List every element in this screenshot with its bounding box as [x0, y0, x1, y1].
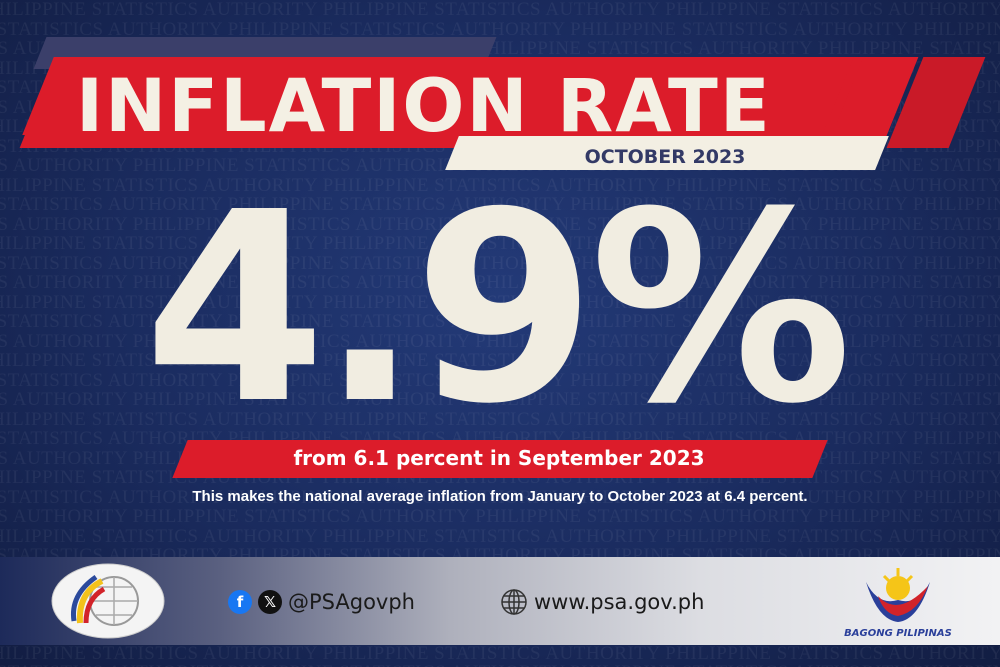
watermark-line: PHILIPPINE STATISTICS AUTHORITY PHILIPPI…: [0, 350, 1000, 371]
watermark-line: PHILIPPINE STATISTICS AUTHORITY PHILIPPI…: [0, 408, 1000, 430]
watermark-line: PHILIPPINE STATISTICS AUTHORITY PHILIPPI…: [0, 0, 1000, 20]
watermark-line: PHILIPPINE STATISTICS AUTHORITY PHILIPPI…: [0, 663, 1000, 667]
watermark-line: PHILIPPINE STATISTICS AUTHORITY PHILIPPI…: [0, 389, 1000, 410]
website-link: www.psa.gov.ph: [500, 589, 704, 615]
page-title: INFLATION RATE: [76, 64, 772, 149]
watermark-line: PHILIPPINE STATISTICS AUTHORITY PHILIPPI…: [0, 486, 1000, 508]
comparison-text: from 6.1 percent in September 2023: [293, 446, 705, 470]
inflation-rate-value: 4.9%: [143, 156, 853, 461]
bagong-pilipinas-label: BAGONG PILIPINAS: [844, 628, 952, 639]
watermark-line: PHILIPPINE STATISTICS AUTHORITY PHILIPPI…: [0, 506, 1000, 527]
website-url[interactable]: www.psa.gov.ph: [534, 590, 705, 614]
period-label: OCTOBER 2023: [584, 146, 746, 168]
watermark-line: PHILIPPINE STATISTICS AUTHORITY PHILIPPI…: [0, 233, 1000, 254]
bagong-pilipinas-logo: BAGONG PILIPINAS: [835, 562, 961, 642]
watermark-line: PHILIPPINE STATISTICS AUTHORITY PHILIPPI…: [0, 194, 1000, 215]
psa-logo: [50, 563, 166, 639]
watermark-line: PHILIPPINE STATISTICS AUTHORITY PHILIPPI…: [0, 369, 1000, 391]
average-note: This makes the national average inflatio…: [192, 488, 808, 505]
watermark-line: PHILIPPINE STATISTICS AUTHORITY PHILIPPI…: [0, 213, 1000, 235]
watermark-line: PHILIPPINE STATISTICS AUTHORITY PHILIPPI…: [0, 174, 1000, 196]
x-icon[interactable]: 𝕏: [258, 590, 282, 614]
watermark-line: PHILIPPINE STATISTICS AUTHORITY PHILIPPI…: [0, 311, 1000, 332]
watermark-line: PHILIPPINE STATISTICS AUTHORITY PHILIPPI…: [0, 272, 1000, 293]
watermark-line: PHILIPPINE STATISTICS AUTHORITY PHILIPPI…: [0, 18, 1000, 40]
watermark-line: PHILIPPINE STATISTICS AUTHORITY PHILIPPI…: [0, 525, 1000, 547]
watermark-line: PHILIPPINE STATISTICS AUTHORITY PHILIPPI…: [0, 330, 1000, 352]
facebook-icon[interactable]: f: [228, 590, 252, 614]
watermark-line: PHILIPPINE STATISTICS AUTHORITY PHILIPPI…: [0, 252, 1000, 274]
watermark-line: PHILIPPINE STATISTICS AUTHORITY PHILIPPI…: [0, 291, 1000, 313]
footer-band: [0, 557, 1000, 645]
watermark-line: PHILIPPINE STATISTICS AUTHORITY PHILIPPI…: [0, 642, 1000, 664]
social-links: f 𝕏 @PSAgovph: [228, 589, 415, 615]
social-handle[interactable]: @PSAgovph: [288, 590, 415, 614]
globe-icon: [500, 588, 528, 616]
